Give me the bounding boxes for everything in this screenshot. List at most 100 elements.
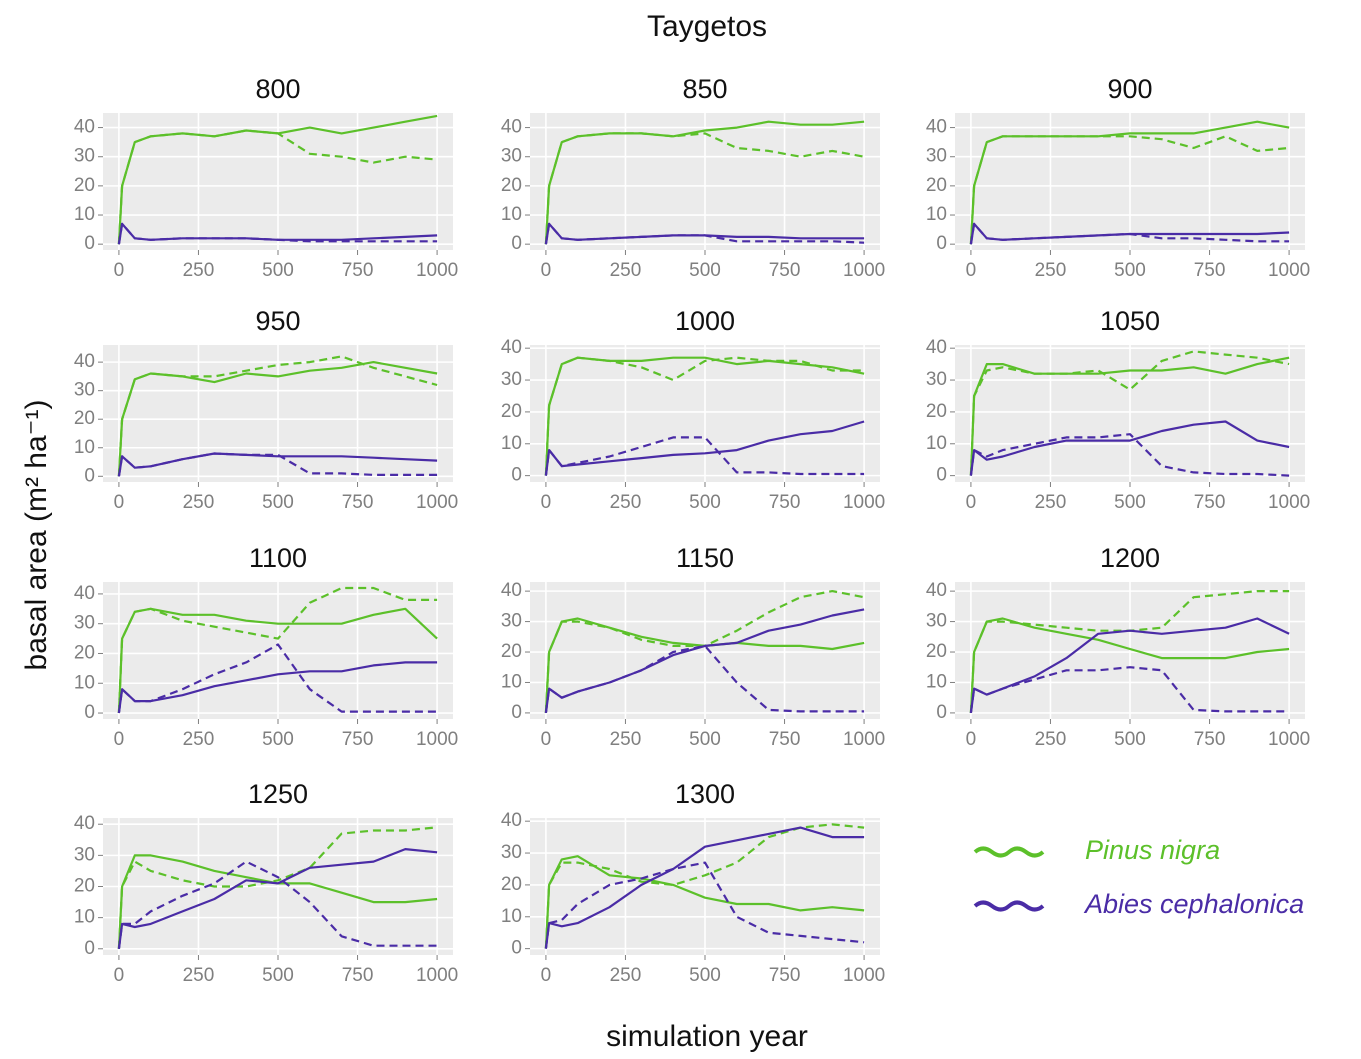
series-line	[544, 855, 865, 949]
y-axis-label: basal area (m² ha⁻¹)	[20, 400, 53, 671]
series-line	[117, 222, 438, 245]
x-tick-label: 750	[769, 492, 801, 513]
series-line	[544, 861, 865, 949]
chart-title: Taygetos	[647, 10, 767, 43]
x-tick-label: 1000	[1268, 492, 1310, 513]
y-tick-label: 30	[74, 380, 95, 401]
y-tick-label: 20	[501, 175, 522, 196]
x-tick-label: 1000	[416, 260, 458, 281]
y-tick-label: 10	[926, 433, 947, 454]
legend-label: Pinus nigra	[1085, 835, 1220, 865]
x-tick-label: 250	[183, 260, 215, 281]
y-tick-label: 20	[501, 641, 522, 662]
y-tick-label: 30	[74, 613, 95, 634]
panel-title: 1150	[676, 543, 734, 573]
x-tick-label: 500	[262, 260, 294, 281]
series-line	[544, 644, 865, 714]
y-tick-label: 0	[511, 702, 522, 723]
y-tick-label: 40	[74, 583, 95, 604]
x-tick-label: 750	[342, 965, 374, 986]
y-tick-label: 40	[74, 813, 95, 834]
x-tick-label: 750	[769, 260, 801, 281]
series-line	[544, 590, 865, 713]
series-line	[117, 361, 438, 477]
y-tick-label: 40	[501, 580, 522, 601]
y-tick-label: 40	[501, 117, 522, 138]
x-axis-label: simulation year	[606, 1020, 808, 1053]
x-tick-label: 1000	[1268, 260, 1310, 281]
x-tick-label: 0	[966, 260, 977, 281]
y-tick-label: 30	[926, 146, 947, 167]
y-tick-label: 40	[501, 810, 522, 831]
x-tick-label: 0	[114, 492, 125, 513]
x-tick-label: 250	[1035, 260, 1067, 281]
series-line	[117, 114, 438, 245]
y-tick-label: 30	[501, 146, 522, 167]
x-tick-label: 0	[966, 729, 977, 750]
x-tick-label: 500	[689, 729, 721, 750]
y-tick-label: 30	[74, 844, 95, 865]
x-tick-label: 500	[1114, 729, 1146, 750]
panel-title: 950	[255, 306, 300, 336]
series-line	[117, 452, 438, 477]
series-line	[969, 666, 1290, 714]
y-tick-label: 0	[511, 465, 522, 486]
x-tick-label: 500	[689, 965, 721, 986]
x-tick-label: 750	[769, 965, 801, 986]
series-line	[117, 848, 438, 949]
x-tick-label: 500	[262, 492, 294, 513]
y-tick-label: 30	[501, 842, 522, 863]
y-tick-label: 10	[501, 906, 522, 927]
y-tick-label: 20	[74, 408, 95, 429]
y-tick-label: 10	[74, 204, 95, 225]
y-tick-label: 10	[74, 672, 95, 693]
x-tick-label: 750	[1194, 260, 1226, 281]
y-tick-label: 0	[511, 233, 522, 254]
y-tick-label: 40	[501, 337, 522, 358]
panel-title: 1200	[1100, 543, 1160, 573]
x-tick-label: 1000	[843, 729, 885, 750]
panel-title: 850	[682, 74, 727, 104]
series-line	[969, 222, 1290, 245]
panel-title: 900	[1107, 74, 1152, 104]
series-line	[117, 129, 438, 245]
y-tick-label: 0	[511, 938, 522, 959]
x-tick-label: 1000	[843, 965, 885, 986]
x-tick-label: 0	[114, 965, 125, 986]
y-tick-label: 20	[501, 874, 522, 895]
x-tick-label: 1000	[843, 492, 885, 513]
x-tick-label: 750	[1194, 729, 1226, 750]
y-tick-label: 20	[501, 401, 522, 422]
y-tick-label: 30	[501, 369, 522, 390]
y-tick-label: 10	[926, 204, 947, 225]
x-tick-label: 500	[1114, 492, 1146, 513]
x-tick-label: 750	[342, 260, 374, 281]
x-tick-label: 0	[966, 492, 977, 513]
series-line	[969, 433, 1290, 477]
panel-title: 1000	[675, 306, 735, 336]
x-tick-label: 500	[689, 260, 721, 281]
series-line	[969, 420, 1290, 476]
x-tick-label: 250	[610, 965, 642, 986]
y-tick-label: 0	[84, 938, 95, 959]
y-tick-label: 40	[926, 117, 947, 138]
y-tick-label: 20	[926, 175, 947, 196]
legend-swatch	[973, 846, 1045, 858]
legend-swatch	[973, 900, 1045, 912]
y-tick-label: 0	[936, 702, 947, 723]
y-tick-label: 10	[501, 204, 522, 225]
y-tick-label: 40	[74, 117, 95, 138]
x-tick-label: 250	[183, 729, 215, 750]
x-tick-label: 750	[342, 729, 374, 750]
x-tick-label: 1000	[416, 492, 458, 513]
y-tick-label: 0	[84, 702, 95, 723]
x-tick-label: 0	[541, 729, 552, 750]
x-tick-label: 500	[689, 492, 721, 513]
y-tick-label: 20	[926, 401, 947, 422]
x-tick-label: 0	[541, 260, 552, 281]
x-tick-label: 250	[183, 965, 215, 986]
y-tick-label: 20	[926, 641, 947, 662]
panel-title: 1100	[249, 543, 307, 573]
